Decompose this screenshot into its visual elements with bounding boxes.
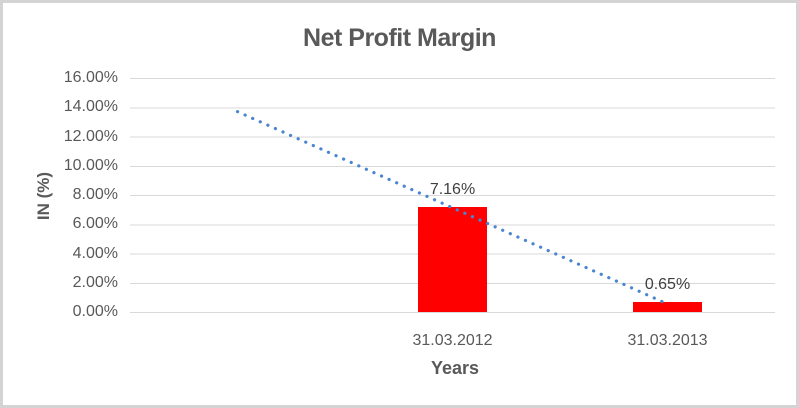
y-tick-label: 2.00% <box>72 273 118 291</box>
x-category-label: 31.03.2013 <box>627 332 708 349</box>
x-category-label: 31.03.2012 <box>412 332 493 349</box>
bar-data-label: 0.65% <box>644 276 691 294</box>
y-tick-label: 10.00% <box>63 156 118 174</box>
y-tick-label: 12.00% <box>63 127 118 145</box>
data-labels-layer: 7.16% 0.65% <box>3 3 796 405</box>
x-axis-title: Years <box>430 358 480 378</box>
y-tick-label: 4.00% <box>72 244 118 262</box>
y-tick-label: 6.00% <box>72 215 118 233</box>
y-axis-tick-labels: 0.00% 2.00% 4.00% 6.00% 8.00% 10.00% 12.00% 14.… <box>3 3 796 405</box>
x-axis-category-labels: 31.03.2012 31.03.2013 <box>3 3 796 405</box>
bar-31.03.2013[interactable] <box>633 302 702 312</box>
y-tick-label: 16.00% <box>63 69 118 86</box>
y-tick-label: 8.00% <box>72 186 118 203</box>
bar-data-label: 7.16% <box>429 181 476 199</box>
y-tick-label: 14.00% <box>63 98 118 116</box>
chart-title: Net Profit Margin <box>303 24 496 52</box>
y-tick-label: 0.00% <box>72 303 118 320</box>
